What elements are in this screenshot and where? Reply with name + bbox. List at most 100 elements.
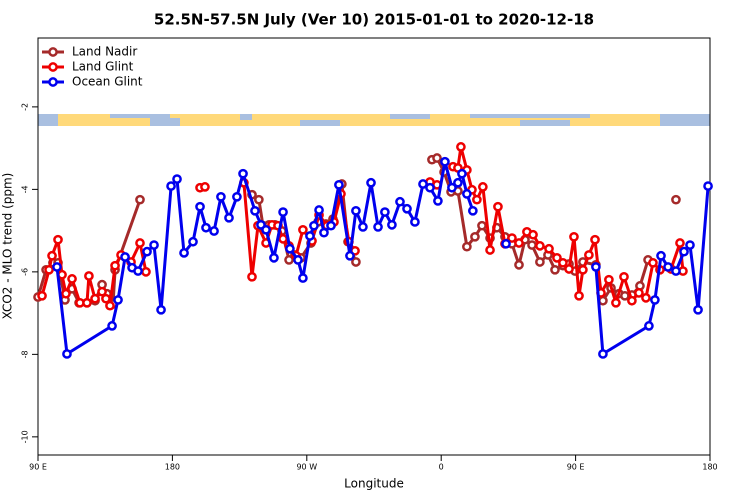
point bbox=[84, 271, 94, 281]
x-axis-label: Longitude bbox=[344, 477, 404, 491]
point bbox=[578, 264, 588, 275]
point bbox=[656, 250, 666, 261]
point bbox=[527, 240, 537, 250]
point bbox=[564, 264, 574, 274]
point bbox=[166, 181, 176, 191]
point bbox=[156, 304, 166, 315]
point bbox=[135, 194, 145, 205]
point bbox=[373, 222, 383, 232]
y-tick-label: -6 bbox=[21, 268, 30, 276]
point bbox=[641, 293, 651, 303]
point bbox=[528, 229, 538, 240]
point bbox=[44, 264, 54, 275]
point bbox=[470, 231, 480, 242]
point bbox=[238, 168, 248, 179]
point bbox=[477, 220, 487, 231]
y-tick-label: -10 bbox=[21, 430, 30, 443]
point bbox=[584, 250, 594, 260]
point bbox=[380, 207, 390, 217]
point bbox=[284, 255, 294, 265]
point bbox=[671, 266, 681, 276]
point bbox=[250, 205, 260, 216]
point bbox=[462, 241, 472, 252]
point bbox=[82, 297, 92, 308]
y-tick-label: -8 bbox=[21, 350, 30, 358]
x-tick-label: 180 bbox=[165, 463, 180, 472]
point bbox=[269, 252, 279, 263]
point bbox=[101, 293, 111, 304]
point bbox=[195, 201, 205, 212]
point bbox=[309, 220, 319, 231]
point bbox=[358, 222, 368, 232]
point bbox=[351, 205, 361, 216]
point bbox=[334, 179, 344, 190]
point bbox=[113, 295, 123, 305]
point bbox=[453, 177, 463, 188]
point bbox=[285, 243, 295, 254]
point bbox=[141, 267, 151, 277]
point bbox=[326, 220, 336, 231]
point bbox=[298, 273, 308, 283]
point bbox=[598, 349, 608, 359]
point bbox=[569, 231, 579, 242]
point bbox=[254, 194, 264, 205]
point bbox=[514, 260, 524, 270]
point bbox=[47, 250, 57, 261]
point bbox=[402, 203, 412, 214]
point bbox=[298, 224, 308, 235]
legend-label: Ocean Glint bbox=[72, 75, 143, 89]
point bbox=[142, 246, 152, 257]
x-tick-label: 180 bbox=[702, 463, 717, 472]
legend-label: Land Glint bbox=[72, 60, 134, 74]
point bbox=[493, 201, 503, 212]
point bbox=[544, 243, 554, 254]
point bbox=[200, 182, 210, 192]
x-tick-label: 90 E bbox=[29, 463, 47, 472]
point bbox=[456, 142, 466, 152]
point bbox=[188, 236, 198, 247]
point bbox=[501, 238, 511, 249]
point bbox=[648, 257, 658, 268]
point bbox=[52, 262, 62, 272]
point bbox=[37, 290, 47, 301]
point bbox=[224, 212, 234, 223]
point bbox=[395, 196, 405, 207]
point bbox=[314, 205, 324, 215]
point bbox=[550, 264, 560, 275]
point bbox=[107, 321, 117, 331]
point bbox=[663, 262, 673, 272]
point bbox=[447, 182, 457, 193]
point bbox=[351, 257, 361, 267]
point bbox=[425, 182, 435, 193]
point bbox=[345, 250, 355, 261]
point bbox=[679, 246, 689, 257]
point bbox=[305, 231, 315, 241]
x-tick-label: 90 E bbox=[567, 463, 585, 472]
y-tick-label: -2 bbox=[21, 103, 30, 111]
point bbox=[90, 293, 100, 304]
point bbox=[62, 349, 72, 359]
point bbox=[133, 266, 143, 276]
map-strip bbox=[38, 114, 710, 126]
point bbox=[261, 224, 271, 235]
point bbox=[120, 252, 130, 262]
point bbox=[590, 234, 600, 245]
point bbox=[135, 238, 145, 248]
point bbox=[535, 257, 545, 267]
point bbox=[97, 286, 107, 297]
point bbox=[514, 238, 524, 248]
point bbox=[61, 288, 71, 299]
point bbox=[216, 191, 226, 202]
point bbox=[685, 240, 695, 250]
x-tick-label: 90 W bbox=[296, 463, 317, 472]
point bbox=[634, 288, 644, 298]
point bbox=[535, 241, 545, 251]
point bbox=[209, 226, 219, 236]
point bbox=[485, 245, 495, 255]
point bbox=[644, 321, 654, 331]
point bbox=[172, 174, 182, 184]
point bbox=[278, 207, 288, 217]
y-axis-label: XCO2 - MLO trend (ppm) bbox=[1, 173, 15, 320]
